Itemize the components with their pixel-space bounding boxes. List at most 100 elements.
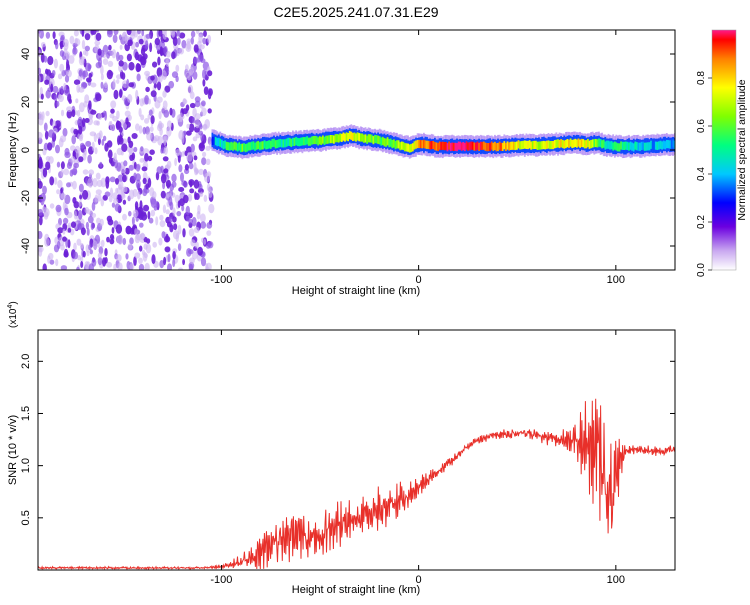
noise-speckle — [122, 237, 127, 246]
ridge-cell — [415, 140, 417, 149]
ridge-cell — [441, 141, 444, 150]
noise-speckle — [73, 242, 77, 251]
noise-speckle — [76, 109, 81, 117]
noise-speckle — [144, 153, 149, 162]
noise-speckle — [121, 186, 125, 194]
noise-speckle — [113, 152, 117, 160]
ridge-cell — [378, 136, 381, 145]
noise-speckle — [78, 86, 85, 93]
ridge-cell — [317, 137, 320, 146]
ridge-cell — [632, 143, 635, 152]
noise-speckle — [47, 142, 53, 151]
noise-speckle — [64, 88, 70, 96]
noise-speckle — [182, 228, 186, 238]
noise-speckle — [54, 177, 58, 185]
noise-speckle — [150, 115, 155, 125]
ridge-cell — [503, 141, 506, 150]
noise-speckle — [125, 117, 129, 125]
noise-speckle — [78, 156, 84, 163]
noise-speckle — [101, 139, 105, 146]
noise-speckle — [163, 168, 169, 174]
noise-speckle — [202, 37, 207, 45]
colorbar-gradient — [712, 30, 736, 270]
noise-speckle — [85, 221, 89, 230]
noise-speckle — [78, 200, 83, 207]
noise-speckle — [197, 204, 201, 215]
noise-speckle — [83, 100, 88, 108]
ridge-cell — [285, 138, 288, 147]
ridge-cell — [443, 142, 446, 151]
noise-speckle — [88, 100, 92, 110]
spectrogram-y-ticks: -40 -20 0 20 40 — [20, 48, 675, 254]
noise-speckle — [112, 78, 116, 89]
noise-speckle — [184, 150, 188, 157]
noise-speckle — [137, 191, 141, 200]
noise-speckle — [156, 67, 163, 78]
ridge-cell — [292, 137, 294, 146]
ridge-cell — [636, 142, 638, 151]
ridge-cell — [623, 141, 626, 150]
noise-speckle — [203, 194, 208, 202]
ridge-cell — [661, 141, 663, 150]
noise-speckle — [84, 45, 91, 52]
ridge-cell — [553, 140, 556, 149]
ridge-cell — [565, 139, 567, 149]
snr-y-multiplier: (x104) — [7, 301, 19, 328]
noise-speckle — [45, 161, 51, 170]
noise-speckle — [72, 47, 78, 55]
ridge-cell — [252, 141, 255, 150]
noise-speckle — [102, 58, 109, 65]
noise-speckle — [116, 254, 122, 262]
noise-speckle — [82, 189, 89, 200]
noise-speckle — [141, 166, 148, 172]
noise-speckle — [54, 94, 58, 103]
noise-speckle — [141, 30, 145, 37]
noise-speckle — [139, 222, 144, 228]
noise-speckle — [38, 180, 43, 189]
ridge-cell — [438, 141, 441, 150]
noise-speckle — [109, 238, 115, 245]
noise-speckle — [156, 96, 163, 103]
noise-speckle — [179, 32, 186, 39]
ridge-cell — [336, 134, 338, 143]
noise-speckle — [128, 164, 134, 171]
noise-speckle — [206, 230, 212, 236]
noise-speckle — [97, 48, 102, 56]
noise-speckle — [45, 68, 49, 75]
noise-speckle — [69, 35, 75, 45]
noise-speckle — [113, 263, 117, 270]
noise-speckle — [182, 258, 186, 266]
noise-speckle — [72, 180, 77, 190]
noise-speckle — [189, 188, 195, 194]
noise-speckle — [145, 183, 150, 190]
noise-speckle — [107, 30, 113, 38]
noise-speckle — [94, 40, 101, 46]
ridge-cell — [410, 143, 413, 153]
noise-speckle — [133, 31, 138, 38]
ridge-cell — [544, 141, 547, 150]
noise-speckle — [68, 98, 72, 104]
ridge-cell — [314, 135, 316, 145]
ridge-cell — [370, 134, 373, 143]
ridge-cell — [345, 132, 348, 141]
noise-speckle — [135, 164, 141, 172]
noise-speckle — [123, 160, 128, 167]
noise-speckle — [169, 107, 173, 116]
noise-speckle — [135, 123, 140, 131]
ridge-cell — [451, 142, 454, 151]
noise-speckle — [45, 156, 51, 161]
noise-speckle — [162, 156, 169, 162]
noise-speckle — [90, 82, 97, 88]
ridge-cell — [221, 139, 223, 148]
ridge-cell — [389, 138, 392, 147]
noise-speckle — [196, 30, 200, 35]
noise-speckle — [77, 116, 83, 127]
noise-speckle — [175, 149, 181, 156]
ridge-cell — [222, 141, 225, 150]
ridge-cell — [645, 142, 648, 151]
noise-speckle — [149, 126, 154, 132]
ridge-cell — [429, 141, 432, 150]
noise-speckle — [63, 82, 67, 91]
ridge-cell — [402, 141, 405, 151]
noise-speckle — [79, 142, 85, 149]
